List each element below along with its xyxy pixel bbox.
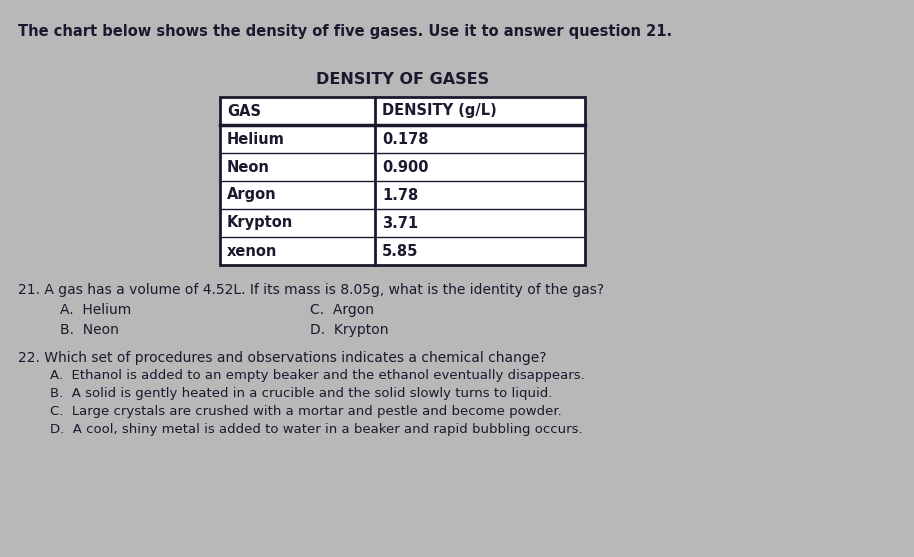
Text: D.  Krypton: D. Krypton	[310, 323, 388, 337]
Text: 22. Which set of procedures and observations indicates a chemical change?: 22. Which set of procedures and observat…	[18, 351, 547, 365]
Text: B.  Neon: B. Neon	[60, 323, 119, 337]
Text: The chart below shows the density of five gases. Use it to answer question 21.: The chart below shows the density of fiv…	[18, 24, 672, 39]
Text: Neon: Neon	[227, 159, 270, 174]
Text: 1.78: 1.78	[382, 188, 419, 203]
Text: B.  A solid is gently heated in a crucible and the solid slowly turns to liquid.: B. A solid is gently heated in a crucibl…	[50, 387, 552, 400]
Text: D.  A cool, shiny metal is added to water in a beaker and rapid bubbling occurs.: D. A cool, shiny metal is added to water…	[50, 423, 582, 436]
Text: GAS: GAS	[227, 104, 261, 119]
Text: Krypton: Krypton	[227, 216, 293, 231]
Text: 21. A gas has a volume of 4.52L. If its mass is 8.05g, what is the identity of t: 21. A gas has a volume of 4.52L. If its …	[18, 283, 604, 297]
Text: 0.178: 0.178	[382, 131, 429, 146]
Text: 0.900: 0.900	[382, 159, 429, 174]
Text: A.  Ethanol is added to an empty beaker and the ethanol eventually disappears.: A. Ethanol is added to an empty beaker a…	[50, 369, 585, 382]
Text: A.  Helium: A. Helium	[60, 303, 132, 317]
Text: C.  Argon: C. Argon	[310, 303, 374, 317]
Text: DENSITY (g/L): DENSITY (g/L)	[382, 104, 496, 119]
Text: xenon: xenon	[227, 243, 277, 258]
Text: Argon: Argon	[227, 188, 277, 203]
Text: DENSITY OF GASES: DENSITY OF GASES	[316, 71, 489, 86]
Bar	[220, 97, 585, 265]
Text: 3.71: 3.71	[382, 216, 418, 231]
Text: C.  Large crystals are crushed with a mortar and pestle and become powder.: C. Large crystals are crushed with a mor…	[50, 405, 562, 418]
Text: Helium: Helium	[227, 131, 285, 146]
Text: 5.85: 5.85	[382, 243, 419, 258]
